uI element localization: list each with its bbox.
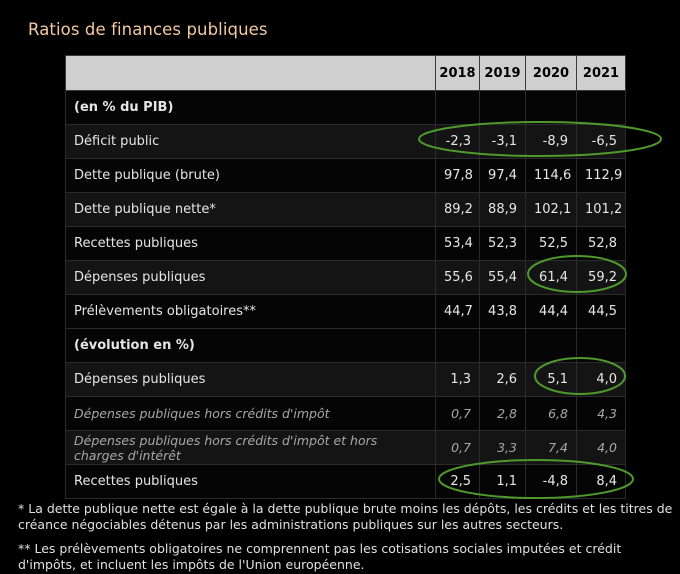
row-label: Recettes publiques [65,464,436,499]
value-cell-2019: 3,3 [479,430,526,465]
value-cell-2020: 61,4 [525,260,577,295]
value-cell-2020: -4,8 [525,464,577,499]
value-cell-2018: -2,3 [435,124,480,159]
value-cell-2021: 112,9 [576,158,626,193]
year-header-2021: 2021 [576,55,626,91]
section-row: (en % du PIB) [65,90,626,125]
value-cell-2018: 55,6 [435,260,480,295]
table-row: Prélèvements obligatoires** 44,7 43,8 44,4 4… [65,294,626,329]
year-header-2019: 2019 [479,55,526,91]
row-label: Dépenses publiques [65,260,436,295]
value-cell-2018: 97,8 [435,158,480,193]
table-row: Recettes publiques 2,5 1,1 -4,8 8,4 [65,464,626,499]
value-cell-2019: 97,4 [479,158,526,193]
value-cell-2018: 44,7 [435,294,480,329]
table-row: Dépenses publiques hors crédits d'impôt 0… [65,396,626,431]
page-title: Ratios de finances publiques [28,20,268,39]
row-label: Dette publique (brute) [65,158,436,193]
value-cell-2020: 6,8 [525,396,577,431]
table-row: Dépenses publiques 55,6 55,4 61,4 59,2 [65,260,626,295]
row-label: Dépenses publiques [65,362,436,397]
row-label: Dépenses publiques hors crédits d'impôt [65,396,436,431]
value-cell-2021: -6,5 [576,124,626,159]
table-row: Dette publique nette* 89,2 88,9 102,1 101,2 [65,192,626,227]
value-cell-2020: 114,6 [525,158,577,193]
value-cell-2018: 0,7 [435,396,480,431]
section-label: (en % du PIB) [65,90,436,125]
value-cell-2018: 2,5 [435,464,480,499]
value-cell-2018: 1,3 [435,362,480,397]
header-label-cell [65,55,436,91]
row-label: Dette publique nette* [65,192,436,227]
value-cell-2020: -8,9 [525,124,577,159]
value-cell-2019: 88,9 [479,192,526,227]
value-cell-2021 [576,90,626,125]
value-cell-2021: 59,2 [576,260,626,295]
value-cell-2020: 52,5 [525,226,577,261]
value-cell-2020 [525,90,577,125]
value-cell-2021: 4,3 [576,396,626,431]
section-row: (évolution en %) [65,328,626,363]
value-cell-2019: 2,6 [479,362,526,397]
value-cell-2020: 7,4 [525,430,577,465]
finance-table-container: 2018 2019 2020 2021 (en % du PIB) Déficit… [65,55,626,499]
value-cell-2019: -3,1 [479,124,526,159]
value-cell-2021: 44,5 [576,294,626,329]
value-cell-2019 [479,328,526,363]
year-header-2018: 2018 [435,55,480,91]
row-label: Prélèvements obligatoires** [65,294,436,329]
table-row: Dépenses publiques hors crédits d'impôt … [65,430,626,465]
table-row: Dépenses publiques 1,3 2,6 5,1 4,0 [65,362,626,397]
value-cell-2019: 1,1 [479,464,526,499]
footnote-dette-nette: * La dette publique nette est égale à la… [18,501,673,532]
value-cell-2019: 55,4 [479,260,526,295]
value-cell-2018 [435,328,480,363]
value-cell-2021: 4,0 [576,362,626,397]
value-cell-2020: 102,1 [525,192,577,227]
value-cell-2018: 53,4 [435,226,480,261]
section-label: (évolution en %) [65,328,436,363]
table-header-row: 2018 2019 2020 2021 [65,55,626,91]
value-cell-2019: 43,8 [479,294,526,329]
footnote-prelevements: ** Les prélèvements obligatoires ne comp… [18,541,622,572]
table-row: Dette publique (brute) 97,8 97,4 114,6 112,9 [65,158,626,193]
row-label: Recettes publiques [65,226,436,261]
table-row: Recettes publiques 53,4 52,3 52,5 52,8 [65,226,626,261]
row-label: Déficit public [65,124,436,159]
row-label: Dépenses publiques hors crédits d'impôt … [65,430,436,465]
table-row: Déficit public -2,3 -3,1 -8,9 -6,5 [65,124,626,159]
value-cell-2019 [479,90,526,125]
value-cell-2020: 44,4 [525,294,577,329]
value-cell-2021 [576,328,626,363]
value-cell-2021: 52,8 [576,226,626,261]
value-cell-2019: 2,8 [479,396,526,431]
value-cell-2020: 5,1 [525,362,577,397]
value-cell-2021: 4,0 [576,430,626,465]
value-cell-2018: 89,2 [435,192,480,227]
value-cell-2020 [525,328,577,363]
value-cell-2021: 8,4 [576,464,626,499]
value-cell-2018 [435,90,480,125]
year-header-2020: 2020 [525,55,577,91]
value-cell-2021: 101,2 [576,192,626,227]
value-cell-2019: 52,3 [479,226,526,261]
finance-ratios-table: 2018 2019 2020 2021 (en % du PIB) Déficit… [65,55,626,499]
value-cell-2018: 0,7 [435,430,480,465]
